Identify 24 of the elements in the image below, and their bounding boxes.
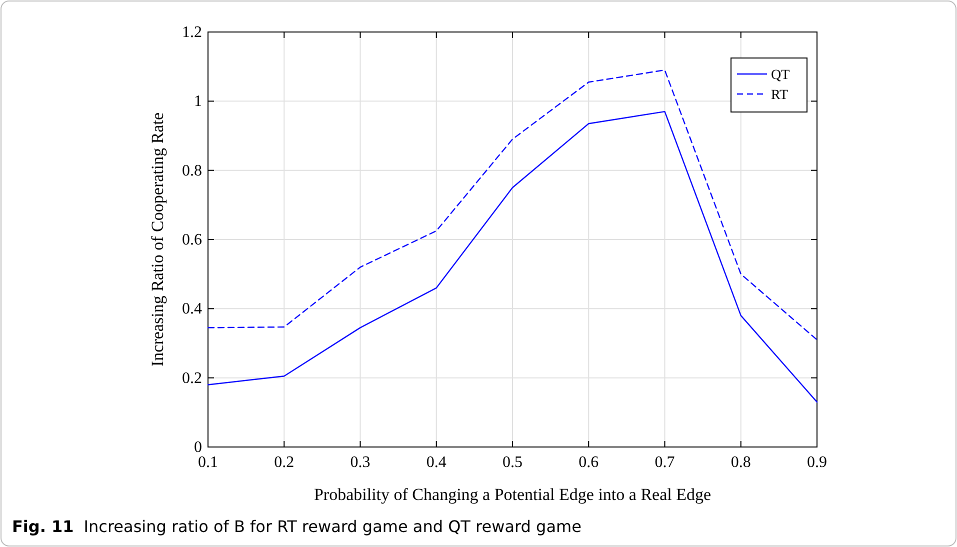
y-tick-label: 0.2 (182, 370, 202, 387)
text: Increasing ratio of B for RT reward game and QT reward game (84, 517, 582, 536)
y-axis-title: Increasing Ratio of Cooperating Rate (148, 112, 167, 366)
x-tick-label: 0.3 (350, 454, 370, 471)
x-tick-label: 0.1 (198, 454, 218, 471)
x-tick-label: 0.9 (807, 454, 827, 471)
y-tick-label: 1 (194, 93, 202, 110)
y-tick-label: 1.2 (182, 24, 202, 41)
line-series (207, 110, 818, 403)
line-series (207, 69, 818, 340)
y-tick-label: 0 (194, 439, 202, 456)
x-tick-label: 0.8 (730, 454, 751, 471)
x-axis-title: Probability of Changing a Potential Edge into a Real Edge (314, 485, 712, 504)
y-tick-label: 0.6 (182, 232, 202, 248)
caption: Fig. 11 (12, 517, 74, 536)
x-tick-label: 0.6 (578, 454, 599, 471)
y-tick-label: 0.8 (182, 162, 202, 180)
legend-label: RT (771, 88, 788, 103)
x-tick-label: 0.5 (502, 454, 522, 471)
y-tick-label: 0.4 (182, 300, 202, 318)
x-tick-label: 0.7 (654, 454, 675, 471)
legend-label: QT (771, 68, 790, 83)
x-tick-label: 0.2 (274, 454, 294, 471)
x-tick-label: 0.4 (426, 454, 446, 471)
